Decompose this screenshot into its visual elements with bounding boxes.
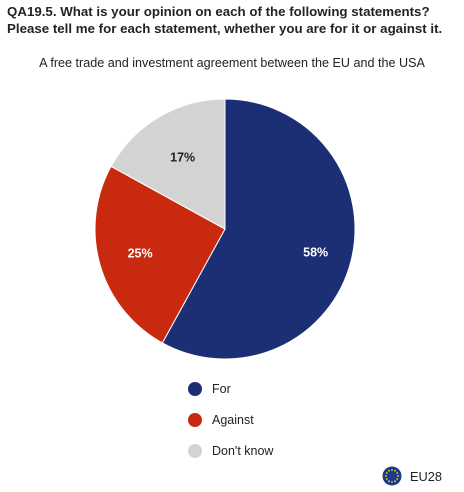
pie-label-against: 25%: [128, 247, 153, 261]
legend-label-dont-know: Don't know: [212, 444, 274, 458]
legend-swatch-dont-know: [188, 444, 202, 458]
legend-label-for: For: [212, 382, 231, 396]
chart-subtitle: A free trade and investment agreement be…: [39, 56, 425, 70]
legend-item-dont-know: Don't know: [188, 444, 273, 458]
footer-label: EU28: [409, 468, 442, 484]
legend-swatch-for: [188, 382, 202, 396]
pie-label-don-t-know: 17%: [170, 150, 195, 164]
eu-flag-icon: [382, 466, 402, 486]
pie-label-for: 58%: [303, 245, 328, 259]
legend: For Against Don't know: [188, 382, 273, 475]
legend-swatch-against: [188, 413, 202, 427]
pie-slice-don-t-know: [110, 98, 226, 230]
footer-region: EU28: [382, 466, 442, 486]
pie-slice-for: [161, 98, 356, 360]
legend-label-against: Against: [212, 413, 254, 427]
legend-item-against: Against: [188, 413, 273, 427]
legend-item-for: For: [188, 382, 273, 396]
pie-chart: 58% 25% 17%: [94, 98, 356, 360]
question-text: QA19.5. What is your opinion on each of …: [7, 4, 443, 36]
pie-slice-against: [94, 165, 226, 344]
